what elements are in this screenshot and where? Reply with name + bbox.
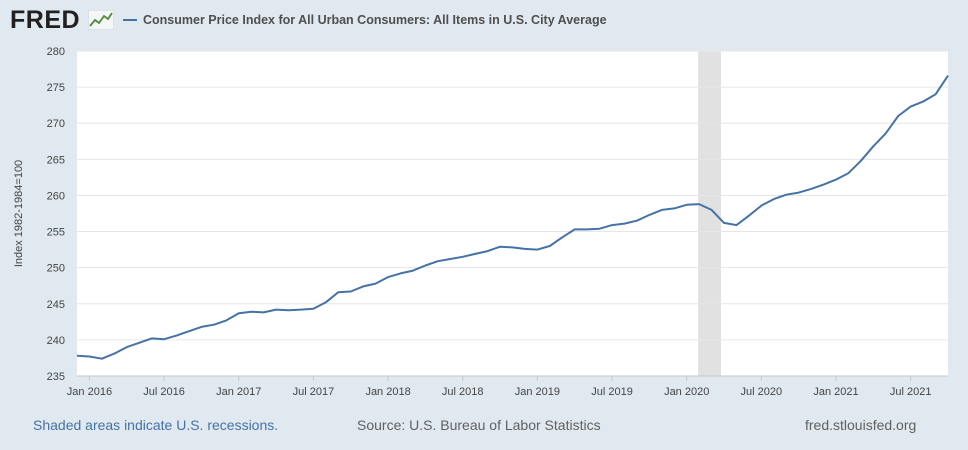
x-tick-label: Jul 2019 — [591, 386, 633, 398]
y-tick-label: 245 — [47, 299, 65, 311]
plot-area — [77, 51, 948, 376]
x-tick-label: Jan 2017 — [216, 386, 261, 398]
x-tick-label: Jan 2018 — [365, 386, 410, 398]
y-tick-label: 250 — [47, 263, 65, 275]
y-axis-label: Index 1982-1984=100 — [13, 160, 25, 267]
y-tick-label: 260 — [47, 190, 65, 202]
y-tick-label: 270 — [47, 118, 65, 130]
y-tick-label: 240 — [47, 335, 65, 347]
source-note: Source: U.S. Bureau of Labor Statistics — [357, 417, 601, 433]
legend-label: Consumer Price Index for All Urban Consu… — [143, 13, 607, 27]
recession-band — [698, 51, 722, 376]
x-tick-label: Jul 2021 — [890, 386, 932, 398]
x-tick-label: Jan 2016 — [67, 386, 112, 398]
fred-site-link[interactable]: fred.stlouisfed.org — [805, 417, 917, 433]
recession-note: Shaded areas indicate U.S. recessions. — [33, 417, 279, 433]
legend-line-swatch — [123, 19, 137, 21]
x-tick-label: Jul 2018 — [442, 386, 484, 398]
y-tick-label: 280 — [47, 46, 65, 58]
cpi-line-chart: 235 240 245 250 255 260 265 270 275 280 Jan 2016 Ju… — [13, 46, 949, 398]
x-tick-label: Jan 2020 — [664, 386, 709, 398]
y-tick-label: 255 — [47, 227, 65, 239]
fred-logo-graph-icon — [88, 10, 114, 30]
y-tick-label: 235 — [47, 371, 65, 383]
y-tick-label: 265 — [47, 154, 65, 166]
x-tick-label: Jan 2021 — [813, 386, 858, 398]
series-line-cpi — [76, 75, 949, 360]
x-tick-label: Jul 2017 — [293, 386, 335, 398]
x-tick-label: Jul 2020 — [741, 386, 783, 398]
x-tick-label: Jul 2016 — [143, 386, 185, 398]
chart-legend: Consumer Price Index for All Urban Consu… — [123, 12, 607, 28]
fred-logo[interactable]: FRED — [10, 6, 81, 34]
y-tick-label: 275 — [47, 82, 65, 94]
x-tick-label: Jan 2019 — [515, 386, 560, 398]
